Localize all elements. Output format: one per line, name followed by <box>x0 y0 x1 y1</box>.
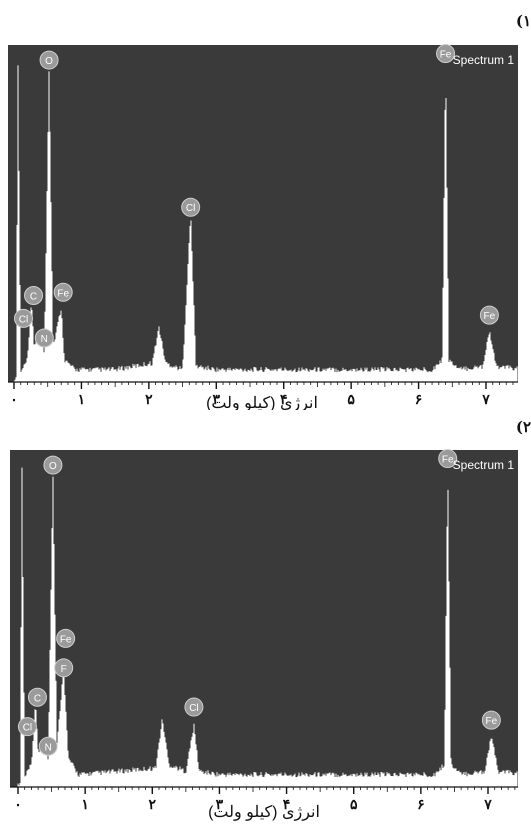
peak-marker-circle <box>39 50 59 70</box>
peak-marker-circle <box>479 305 499 325</box>
peak-marker-circle <box>436 44 456 64</box>
legend-label: Spectrum 1 <box>453 53 515 67</box>
x-tick-label: ۱ <box>81 796 89 812</box>
peak-marker-cl: Cl <box>13 308 33 328</box>
peak-marker-c: C <box>24 286 44 306</box>
x-tick-label: ۰ <box>10 391 18 407</box>
peak-marker-circle <box>481 710 501 730</box>
x-tick-label: ۲ <box>149 796 157 812</box>
peak-marker-label: Cl <box>186 203 195 214</box>
x-tick-label: ۳ <box>213 391 221 407</box>
x-tick-label: ۶ <box>415 391 423 407</box>
peak-marker-fe: Fe <box>479 305 499 325</box>
spectrum-line <box>17 467 518 787</box>
peak-marker-label: Fe <box>484 311 496 322</box>
peak-marker-fe: Fe <box>436 44 456 64</box>
x-tick-label: ۴ <box>283 796 291 812</box>
x-tick-label: ۷ <box>481 391 490 407</box>
peak-marker-circle <box>184 697 204 717</box>
peak-marker-o: O <box>39 50 59 70</box>
x-tick-label: ۱ <box>78 391 86 407</box>
peak-marker-f: F <box>54 658 74 678</box>
x-tick-label: ۷ <box>483 796 492 812</box>
plot-background <box>8 45 518 382</box>
x-tick-label: ۶ <box>417 796 425 812</box>
x-axis-label: انرژی (کیلو ولت) <box>206 395 318 410</box>
x-tick-label: ۵ <box>350 796 358 812</box>
peak-marker-circle <box>34 328 54 348</box>
panel-1-label: (۱ <box>515 12 531 30</box>
peak-marker-circle <box>17 717 37 737</box>
peak-marker-label: Fe <box>57 288 69 299</box>
peak-marker-label: Cl <box>23 723 32 734</box>
peak-marker-label: Cl <box>19 314 28 325</box>
peak-marker-label: N <box>45 742 52 753</box>
peak-marker-fe: Fe <box>56 628 76 648</box>
x-axis-label: انرژی (کیلو ولت) <box>208 804 320 821</box>
plot-background <box>10 450 518 787</box>
peak-marker-label: O <box>49 461 57 472</box>
peak-marker-fe: Fe <box>438 449 458 469</box>
peak-marker-n: N <box>38 736 58 756</box>
peak-marker-label: Fe <box>486 716 498 727</box>
peak-marker-label: Cl <box>189 703 198 714</box>
x-tick-label: ۳ <box>216 796 224 812</box>
peak-marker-cl: Cl <box>181 197 201 217</box>
peak-marker-circle <box>43 455 63 475</box>
peak-marker-label: C <box>30 292 37 303</box>
peak-marker-circle <box>27 687 47 707</box>
peak-marker-circle <box>38 736 58 756</box>
peak-marker-label: Fe <box>440 50 452 61</box>
peak-marker-label: C <box>34 693 41 704</box>
peak-marker-circle <box>438 449 458 469</box>
peak-marker-circle <box>53 282 73 302</box>
peak-marker-fe: Fe <box>481 710 501 730</box>
legend-label: Spectrum 1 <box>453 458 515 472</box>
x-tick-label: ۲ <box>145 391 153 407</box>
peak-marker-fe: Fe <box>53 282 73 302</box>
peak-marker-label: N <box>41 334 48 345</box>
peak-marker-c: C <box>27 687 47 707</box>
peak-marker-label: O <box>45 56 53 67</box>
peak-marker-circle <box>181 197 201 217</box>
peak-marker-circle <box>24 286 44 306</box>
x-tick-label: ۰ <box>14 796 22 812</box>
panel-2-label: (۲ <box>515 418 531 436</box>
peak-marker-label: F <box>61 664 67 675</box>
peak-marker-o: O <box>43 455 63 475</box>
peak-marker-cl: Cl <box>184 697 204 717</box>
x-tick-label: ۵ <box>347 391 355 407</box>
peak-marker-circle <box>54 658 74 678</box>
peak-marker-label: Fe <box>60 634 72 645</box>
peak-marker-cl: Cl <box>17 717 37 737</box>
peak-marker-circle <box>13 308 33 328</box>
spectrum-chart-2: O C Cl N F Fe Cl Fe Fe Spectrum 1 ۰ ۱ ۲ ۳ ۴ ۵ ۶ ۷ انرژی… <box>10 449 518 821</box>
peak-marker-label: Fe <box>442 455 454 466</box>
peak-marker-n: N <box>34 328 54 348</box>
x-tick-label: ۴ <box>280 391 288 407</box>
peak-marker-circle <box>56 628 76 648</box>
